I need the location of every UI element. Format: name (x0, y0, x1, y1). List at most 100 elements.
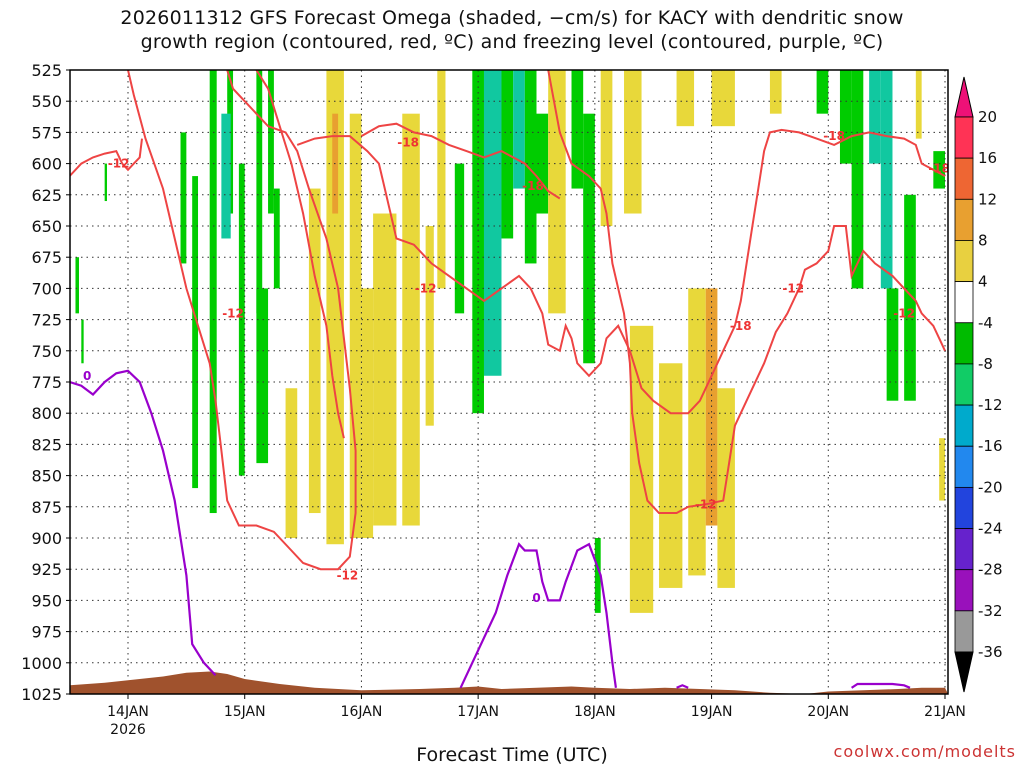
omega-cell-33 (548, 70, 566, 314)
y-axis: 525 550 575 600 625 650 675 700 725 750 775 800 825 8… (21, 61, 70, 704)
omega-cell-35 (583, 113, 595, 364)
freezing-line-2 (676, 684, 689, 689)
omega-cell-0 (11, 70, 17, 114)
y-tick-label-10: 775 (31, 373, 62, 392)
y-tick-label-17: 950 (31, 591, 62, 610)
freezing-label-0: 0 (83, 369, 91, 383)
omega-cell-54 (915, 70, 922, 139)
dgz-label-10: -18 (823, 129, 845, 143)
colorbar-label-7: -12 (978, 396, 1003, 414)
dgz-label-1: -12 (222, 306, 244, 320)
omega-cell-32 (536, 113, 549, 214)
gridlines (70, 69, 948, 695)
y-tick-label-20: 1025 (21, 685, 62, 704)
colorbar: 20 16 12 8 4 -4 -8 -12 -16 -20 -24 -28 -32 -36 (954, 76, 1003, 693)
omega-cell-47 (816, 70, 829, 114)
omega-cell-1 (11, 276, 15, 313)
colorbar-swatch-7 (954, 404, 974, 447)
omega-shading (11, 70, 945, 613)
omega-cell-6 (180, 132, 187, 264)
omega-cell-18 (326, 70, 344, 545)
y-tick-label-2: 575 (31, 123, 62, 142)
colorbar-label-8: -16 (978, 437, 1003, 455)
x-tick-label-5: 19JAN (691, 704, 733, 720)
y-tick-label-1: 550 (31, 92, 62, 111)
y-tick-label-14: 875 (31, 498, 62, 517)
colorbar-swatch-10 (954, 528, 974, 571)
x-tick-label-2: 16JAN (341, 704, 383, 720)
dgz-label-11: -18 (928, 162, 950, 176)
omega-cell-41 (688, 288, 706, 576)
colorbar-swatch-11 (954, 569, 974, 612)
omega-cell-7 (192, 176, 199, 489)
freezing-line-3 (851, 682, 911, 689)
colorbar-swatch-2 (954, 198, 974, 241)
dgz-label-4: -18 (397, 135, 419, 149)
omega-cell-31 (524, 70, 537, 264)
y-tick-label-13: 850 (31, 467, 62, 486)
omega-cell-55 (933, 151, 945, 189)
x-tick-label-0: 14JAN (107, 704, 149, 720)
omega-cell-52 (886, 288, 899, 401)
isotherm-m18-line-0 (296, 128, 946, 415)
freezing-level: 00 (70, 369, 911, 689)
omega-cell-10 (221, 113, 231, 239)
credit-text: coolwx.com/modelts (833, 742, 1016, 761)
omega-cell-17 (308, 188, 321, 514)
dgz-label-0: -12 (108, 157, 130, 171)
dgz-label-9: -12 (893, 306, 915, 320)
omega-cell-5 (81, 319, 84, 364)
omega-cell-46 (769, 70, 782, 114)
omega-cell-2 (64, 70, 70, 126)
isotherm-m18-line-1 (360, 122, 561, 200)
omega-cell-45 (711, 70, 735, 127)
omega-cell-4 (104, 163, 107, 202)
colorbar-swatch-3 (954, 240, 974, 283)
y-tick-label-3: 600 (31, 155, 62, 174)
omega-cell-38 (624, 70, 642, 214)
omega-cell-48 (839, 70, 852, 164)
dgz-label-3: -12 (415, 281, 437, 295)
title-line-2: growth region (contoured, red, ºC) and f… (140, 31, 884, 53)
x-tick-label-4: 18JAN (574, 704, 616, 720)
y-tick-label-18: 975 (31, 623, 62, 642)
omega-cell-15 (256, 288, 269, 464)
colorbar-label-0: 20 (978, 108, 997, 126)
y-tick-label-11: 800 (31, 404, 62, 423)
omega-cell-25 (437, 70, 446, 289)
y-tick-label-12: 825 (31, 435, 62, 454)
terrain-surface (70, 671, 948, 694)
y-tick-label-5: 650 (31, 217, 62, 236)
y-tick-label-4: 625 (31, 186, 62, 205)
omega-cell-36 (600, 70, 613, 226)
x-axis: 14JAN 2026 15JAN 16JAN 17JAN 18JAN 19JAN 20JAN 2… (107, 694, 966, 738)
colorbar-swatch-5 (954, 322, 974, 365)
x-tick-label-7: 21JAN (924, 704, 966, 720)
isotherm-m12-line-3 (547, 70, 946, 514)
x-tick-sublabel-0: 2026 (110, 722, 146, 738)
colorbar-swatch-9 (954, 486, 974, 529)
colorbar-label-1: 16 (978, 149, 997, 167)
omega-cell-49 (851, 70, 864, 289)
omega-cell-30 (513, 70, 525, 189)
colorbar-swatch-6 (954, 363, 974, 406)
dgz-contours: -12 -12 -12 -12 -18 -18 -12 -18 -12 -12 -18 -18 (70, 70, 950, 582)
omega-cell-22 (373, 213, 397, 526)
x-tick-label-1: 15JAN (224, 704, 266, 720)
omega-cell-14 (273, 188, 280, 289)
x-tick-label-3: 17JAN (457, 704, 499, 720)
y-tick-label-6: 675 (31, 248, 62, 267)
omega-cell-51 (880, 70, 893, 289)
colorbar-swatch-8 (954, 445, 974, 488)
colorbar-label-6: -8 (978, 355, 993, 373)
dgz-label-8: -12 (782, 281, 804, 295)
colorbar-swatch-1 (954, 157, 974, 200)
title-line-1: 2026011312 GFS Forecast Omega (shaded, −… (120, 7, 904, 29)
isotherm-m12-line-4 (70, 138, 143, 178)
colorbar-label-4: 4 (978, 273, 988, 291)
omega-cell-3 (75, 257, 79, 314)
colorbar-label-11: -28 (978, 561, 1003, 579)
omega-cell-56 (939, 438, 945, 501)
omega-cell-53 (904, 194, 916, 401)
colorbar-label-9: -20 (978, 478, 1003, 496)
